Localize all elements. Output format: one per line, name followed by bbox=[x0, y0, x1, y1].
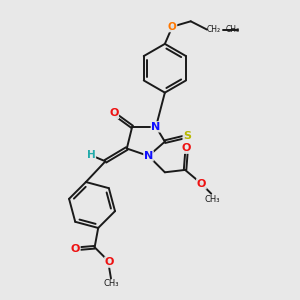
Text: CH₃: CH₃ bbox=[205, 194, 220, 203]
Text: O: O bbox=[70, 244, 80, 254]
Text: N: N bbox=[144, 151, 153, 161]
Text: O: O bbox=[105, 257, 114, 267]
Text: CH₃: CH₃ bbox=[226, 25, 240, 34]
Text: CH₃: CH₃ bbox=[103, 279, 119, 288]
Text: H: H bbox=[87, 150, 95, 160]
Text: O: O bbox=[197, 179, 206, 189]
Text: O: O bbox=[168, 22, 177, 32]
Text: N: N bbox=[151, 122, 160, 132]
Text: CH₂: CH₂ bbox=[207, 25, 221, 34]
Text: S: S bbox=[183, 131, 191, 141]
Text: O: O bbox=[109, 108, 119, 118]
Text: O: O bbox=[182, 143, 191, 153]
